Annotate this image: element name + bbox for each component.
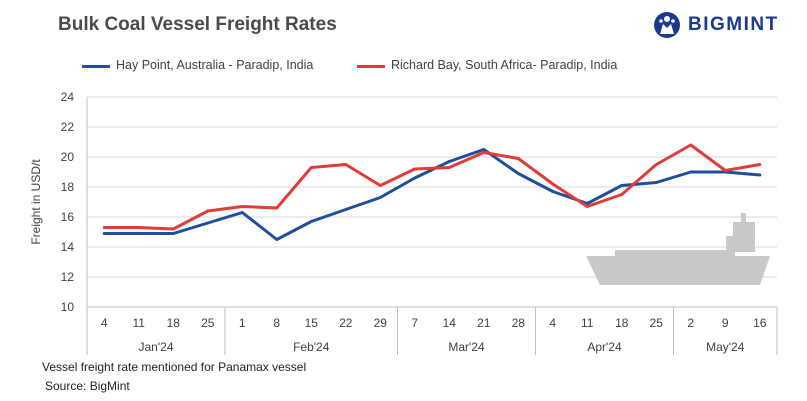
y-tick-label: 14 [61,240,75,254]
ship-icon [586,213,770,285]
month-label: Jan'24 [139,340,174,354]
data-point [240,205,244,208]
footnote: Vessel freight rate mentioned for Panama… [42,360,307,374]
legend-label-richard-bay: Richard Bay, South Africa- Paradip, Indi… [391,58,618,72]
x-tick-label: 1 [239,316,246,330]
legend-swatch-hay-point [82,65,110,68]
x-tick-label: 9 [722,316,729,330]
x-tick-label: 28 [512,316,526,330]
data-point [344,163,348,166]
data-point [413,167,417,171]
data-point [447,166,451,169]
data-point [516,172,520,175]
logo-text: BIGMINT [688,14,779,35]
x-tick-label: 29 [374,316,388,330]
data-point [758,163,762,166]
data-point [447,160,451,163]
x-tick-label: 16 [753,316,767,330]
x-tick-label: 22 [339,316,353,330]
data-point [137,232,141,235]
x-tick-label: 15 [305,316,319,330]
data-point [689,143,693,147]
x-tick-label: 18 [167,316,181,330]
y-axis: 10 12 14 16 18 20 22 24 [61,90,75,314]
data-point [723,169,727,172]
data-point [275,206,279,210]
data-point [413,176,417,180]
data-point [378,184,382,187]
data-point [585,202,589,205]
data-point [206,221,210,225]
x-tick-label: 8 [273,316,280,330]
data-point [309,166,313,169]
data-point [689,170,693,174]
x-tick-label: 14 [443,316,457,330]
y-tick-label: 12 [61,270,75,284]
y-axis-label: Freight in USD/t [29,159,43,245]
x-tick-label: 11 [581,316,594,330]
x-tick-label: 21 [477,316,491,330]
data-point [275,238,279,241]
x-tick-label: 18 [615,316,629,330]
y-tick-label: 20 [61,150,75,164]
y-tick-label: 16 [61,210,75,224]
data-point [654,163,658,166]
bigmint-logo-icon [654,12,680,38]
series-line-1 [102,143,762,231]
data-point [551,190,555,193]
x-tick-label: 4 [101,316,108,330]
data-point [344,208,348,211]
x-tick-label: 11 [133,316,146,330]
x-tick-label: 7 [411,316,418,330]
month-label: Feb'24 [293,340,330,354]
data-point [585,205,589,208]
data-point [378,196,382,199]
x-tick-label: 25 [201,316,215,330]
data-point [102,232,106,235]
x-tick-label: 2 [687,316,694,330]
data-point [482,148,486,151]
data-point [620,193,624,196]
series-lines [102,143,762,241]
source-note: Source: BigMint [45,379,130,393]
chart-title: Bulk Coal Vessel Freight Rates [58,14,337,35]
data-point [171,232,175,235]
brand-logo: BIGMINT [652,10,798,40]
y-tick-label: 10 [61,300,75,314]
month-label: May'24 [706,340,745,354]
data-point [758,173,762,177]
x-tick-label: 4 [549,316,556,330]
data-point [309,220,313,223]
data-point [654,181,658,184]
data-point [551,182,555,186]
month-label: Apr'24 [587,340,622,354]
y-tick-label: 18 [61,180,75,194]
y-tick-label: 22 [61,120,75,134]
data-point [620,184,624,187]
data-point [102,226,106,229]
data-point [171,227,175,231]
month-label: Mar'24 [448,340,485,354]
legend-swatch-richard-bay [357,65,385,68]
data-point [206,209,210,213]
data-point [240,211,244,214]
legend-label-hay-point: Hay Point, Australia - Paradip, India [116,58,314,72]
y-tick-label: 24 [61,90,75,104]
x-tick-label: 25 [650,316,664,330]
data-point [137,226,141,229]
data-point [516,157,520,160]
data-point [482,151,486,154]
